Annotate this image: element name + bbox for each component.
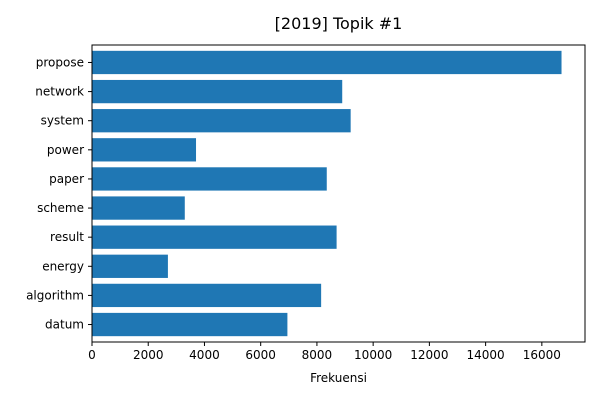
y-tick-label-scheme: scheme: [37, 201, 84, 215]
chart-title: [2019] Topik #1: [275, 14, 403, 33]
x-tick-label-6000: 6000: [245, 348, 276, 362]
bar-scheme: [92, 196, 185, 220]
bar-network: [92, 79, 343, 104]
bar-energy: [92, 254, 168, 278]
x-tick-label-16000: 16000: [523, 348, 561, 362]
y-tick-label-datum: datum: [45, 318, 84, 332]
x-tick-label-8000: 8000: [302, 348, 333, 362]
x-axis-label: Frekuensi: [310, 371, 367, 385]
x-tick-label-4000: 4000: [189, 348, 220, 362]
y-axis: propose network system power paper scheme resu…: [26, 55, 92, 332]
bar-result: [92, 225, 337, 249]
bar-datum: [92, 312, 288, 337]
bar-algorithm: [92, 283, 322, 308]
y-tick-label-energy: energy: [42, 259, 84, 273]
x-tick-label-12000: 12000: [410, 348, 448, 362]
y-tick-label-power: power: [47, 143, 84, 157]
bar-system: [92, 109, 351, 133]
y-tick-label-algorithm: algorithm: [26, 288, 84, 302]
bar-paper: [92, 167, 327, 191]
x-tick-label-10000: 10000: [354, 348, 392, 362]
x-axis: 0 2000 4000 6000 8000 10000 12000 14000 16000: [88, 342, 561, 362]
bar-power: [92, 138, 197, 162]
y-tick-label-result: result: [50, 230, 84, 244]
y-tick-label-paper: paper: [49, 172, 84, 186]
x-tick-label-0: 0: [88, 348, 96, 362]
bars-group: [92, 50, 562, 337]
y-tick-label-network: network: [35, 85, 84, 99]
bar-propose: [92, 50, 562, 75]
y-tick-label-system: system: [41, 114, 84, 128]
plot-frame: [91, 44, 586, 343]
y-tick-label-propose: propose: [36, 55, 84, 69]
x-tick-label-14000: 14000: [467, 348, 505, 362]
x-tick-label-2000: 2000: [133, 348, 164, 362]
